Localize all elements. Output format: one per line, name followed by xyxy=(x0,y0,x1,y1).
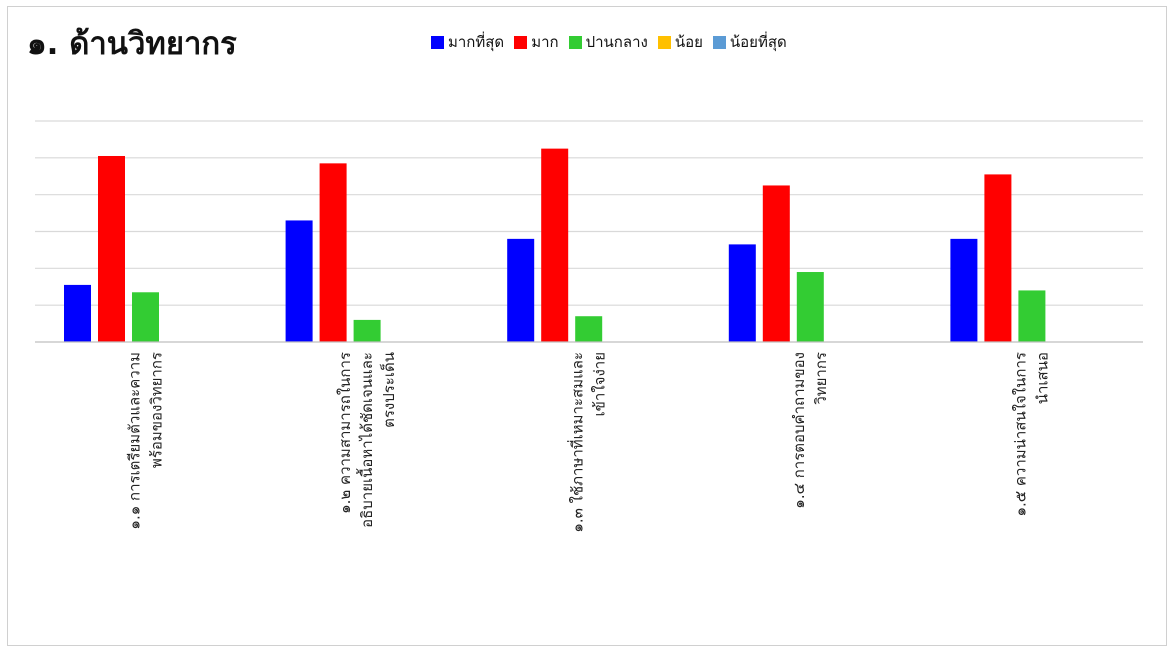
legend-label: น้อย xyxy=(674,33,703,51)
category-label: พร้อมของวิทยากร xyxy=(147,352,165,468)
bar xyxy=(728,244,756,342)
legend-swatch xyxy=(657,35,671,49)
legend-swatch xyxy=(431,35,444,49)
legend-item: ปานกลาง xyxy=(568,30,648,54)
category-label: อธิบายเนื้อหาได้ชัดเจนและ xyxy=(356,352,376,528)
category-label: ๑.๔ การตอบคำถามของ xyxy=(790,352,808,509)
category-label: ตรงประเด็น xyxy=(379,352,398,428)
bar xyxy=(319,163,347,342)
legend-item: น้อยที่สุด xyxy=(712,30,787,54)
category-label: ๑.๑ การเตรียมตัวและความ xyxy=(125,352,143,530)
bar xyxy=(285,220,313,342)
category-label: ๑.๓ ใช้ภาษาที่เหมาะสมและ xyxy=(567,352,587,533)
chart-title: ๑. ด้านวิทยากร xyxy=(27,26,237,62)
category-label: ๑.๕ ความน่าสนใจในการ xyxy=(1012,352,1030,517)
category-label: เข้าใจง่าย xyxy=(591,352,609,416)
bar xyxy=(353,319,381,342)
bar xyxy=(796,272,824,342)
bar xyxy=(575,316,603,342)
legend-label: มาก xyxy=(531,33,559,51)
bar xyxy=(762,185,790,342)
bar xyxy=(541,148,569,342)
category-label: วิทยากร xyxy=(812,352,830,405)
legend-swatch xyxy=(514,35,528,49)
category-label: นำเสนอ xyxy=(1034,352,1052,404)
legend-swatch xyxy=(712,35,726,49)
bar xyxy=(64,284,91,342)
legend-item: น้อย xyxy=(657,30,703,54)
legend-label: ปานกลาง xyxy=(585,33,648,51)
chart-legend: มากที่สุด มาก ปานกลาง น้อย น้อยที่สุด xyxy=(431,30,797,54)
legend-label: มากที่สุด xyxy=(448,33,505,51)
bar xyxy=(1018,290,1046,342)
legend-item: มาก xyxy=(514,30,559,54)
bar xyxy=(98,155,125,342)
legend-item: มากที่สุด xyxy=(431,30,504,54)
bar xyxy=(132,292,159,342)
bar xyxy=(984,174,1012,342)
bar xyxy=(950,238,978,342)
legend-label: น้อยที่สุด xyxy=(729,33,787,51)
legend-swatch xyxy=(568,35,582,49)
category-label: ๑.๒ ความสามารถในการ xyxy=(336,352,354,514)
bar xyxy=(507,238,535,342)
